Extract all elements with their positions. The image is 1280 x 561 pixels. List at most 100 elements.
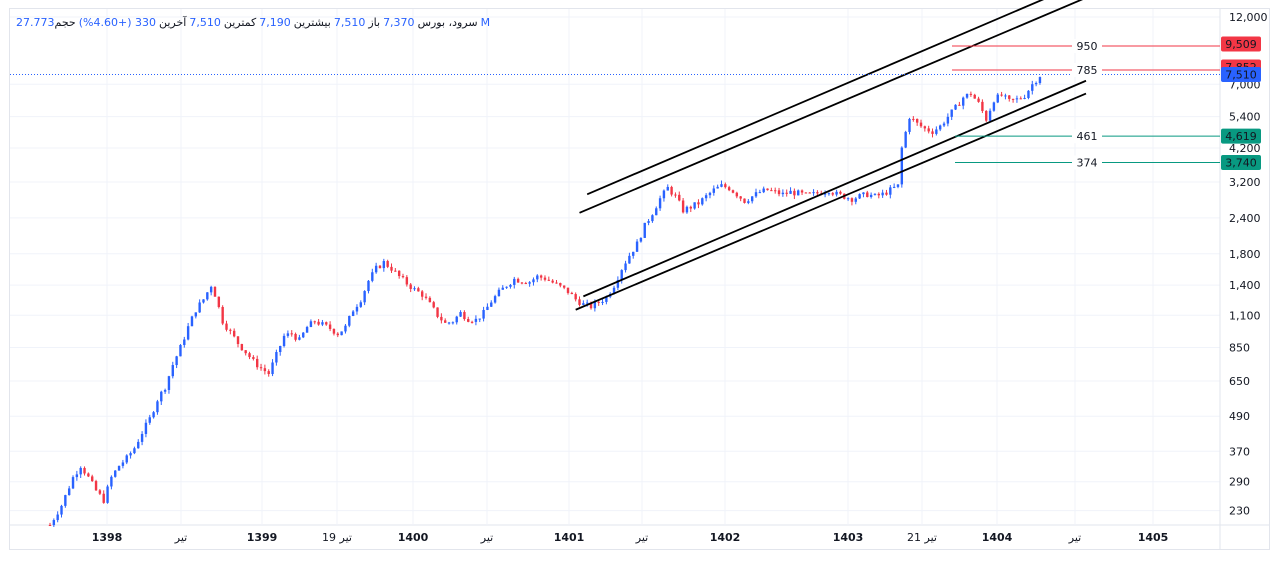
candle-body — [470, 321, 474, 323]
candle-body — [467, 319, 470, 322]
candle-body — [781, 192, 785, 195]
candle-body — [674, 194, 677, 196]
candle-body — [923, 126, 927, 129]
candle-body — [94, 481, 98, 491]
candle-body — [363, 291, 366, 303]
candle-body — [1023, 97, 1026, 99]
level-label-374: 374 — [1077, 157, 1098, 170]
candle-body — [739, 196, 742, 199]
candle-body — [693, 202, 696, 209]
candle-body — [827, 193, 831, 195]
candle-body — [816, 192, 819, 194]
candle-body — [359, 302, 362, 307]
candle-body — [186, 326, 190, 340]
trend-line-3[interactable] — [582, 79, 1087, 298]
candle-body — [1019, 98, 1022, 100]
y-tick-label: 370 — [1229, 445, 1250, 458]
candle-body — [505, 286, 508, 288]
candle-body — [731, 190, 735, 193]
candle-body — [71, 477, 75, 489]
y-tick-label: 1,800 — [1229, 248, 1261, 261]
candle-body — [332, 328, 336, 334]
candle-body — [102, 493, 105, 503]
candle-body — [908, 118, 911, 132]
candle-body — [946, 116, 950, 124]
candle-body — [616, 279, 620, 288]
candle-body — [866, 192, 869, 197]
candle-body — [382, 261, 386, 269]
candle-body — [969, 93, 973, 95]
candle-body — [171, 365, 174, 377]
last-price-tag-text: 7,510 — [1225, 69, 1257, 82]
candle-body — [985, 110, 988, 121]
candle-body — [83, 467, 86, 474]
trend-line-4[interactable] — [575, 92, 1087, 311]
candle-body — [892, 186, 896, 188]
x-tick-label: 21 تیر — [907, 531, 937, 544]
candle-body — [935, 129, 938, 134]
candle-body — [885, 192, 888, 195]
price-tag-text-374: 3,740 — [1225, 157, 1257, 170]
candle-body — [282, 335, 286, 347]
candle-body — [64, 495, 67, 506]
y-tick-label: 1,100 — [1229, 309, 1261, 322]
candle-body — [271, 362, 274, 375]
candle-body — [774, 190, 777, 192]
candle-body — [75, 474, 79, 478]
legend-open-label: باز — [368, 16, 381, 29]
ohlc-legend: سرود، بورس7,370باز7,510بیشترین7,190کمتری… — [16, 16, 493, 29]
candle-body — [720, 184, 723, 187]
candle-body — [252, 357, 255, 359]
candle-body — [290, 333, 293, 335]
candle-body — [52, 520, 56, 526]
candle-body — [551, 280, 554, 283]
candle-body — [789, 190, 792, 194]
candle-body — [797, 190, 800, 196]
candle-body — [279, 346, 282, 353]
candle-body — [881, 192, 884, 196]
trend-line-1[interactable] — [586, 0, 1086, 196]
candle-body — [973, 94, 976, 99]
candle-body — [962, 97, 965, 106]
candle-body — [447, 322, 451, 324]
candle-body — [137, 441, 140, 449]
candle-body — [405, 277, 409, 285]
candle-body — [950, 109, 953, 117]
candle-body — [727, 187, 731, 191]
legend-symbol[interactable]: سرود، بورس — [417, 16, 478, 29]
last-price-tag — [1221, 67, 1261, 83]
candle-body — [954, 104, 957, 110]
legend-open-value: 7,370 — [383, 16, 415, 29]
candle-body — [348, 315, 351, 326]
candle-body — [413, 288, 416, 290]
candle-body — [194, 312, 198, 317]
candle-body — [747, 201, 750, 203]
candle-body — [121, 462, 125, 466]
candle-body — [302, 332, 305, 338]
candle-body — [662, 190, 666, 199]
candle-body — [190, 316, 194, 327]
chart-frame — [9, 8, 1270, 550]
price-tag-374 — [1221, 155, 1261, 171]
candle-body — [655, 208, 658, 216]
candle-body — [750, 196, 754, 202]
trend-line-2[interactable] — [579, 0, 1086, 214]
candle-body — [140, 433, 144, 442]
candle-body — [225, 323, 228, 330]
legend-close-label: آخرین — [159, 16, 187, 29]
candle-body — [539, 275, 543, 278]
candle-body — [328, 324, 332, 329]
candle-body — [60, 505, 63, 515]
candle-body — [981, 101, 984, 111]
candle-body — [701, 198, 704, 205]
candle-body — [708, 192, 712, 196]
x-tick-label: 1399 — [247, 531, 278, 544]
candle-body — [777, 190, 781, 195]
candle-body — [520, 282, 524, 284]
candle-body — [735, 192, 739, 197]
candle-body — [1034, 83, 1038, 85]
x-tick-label: تیر — [1068, 531, 1081, 544]
candle-body — [846, 198, 850, 200]
x-tick-label: 1402 — [710, 531, 741, 544]
